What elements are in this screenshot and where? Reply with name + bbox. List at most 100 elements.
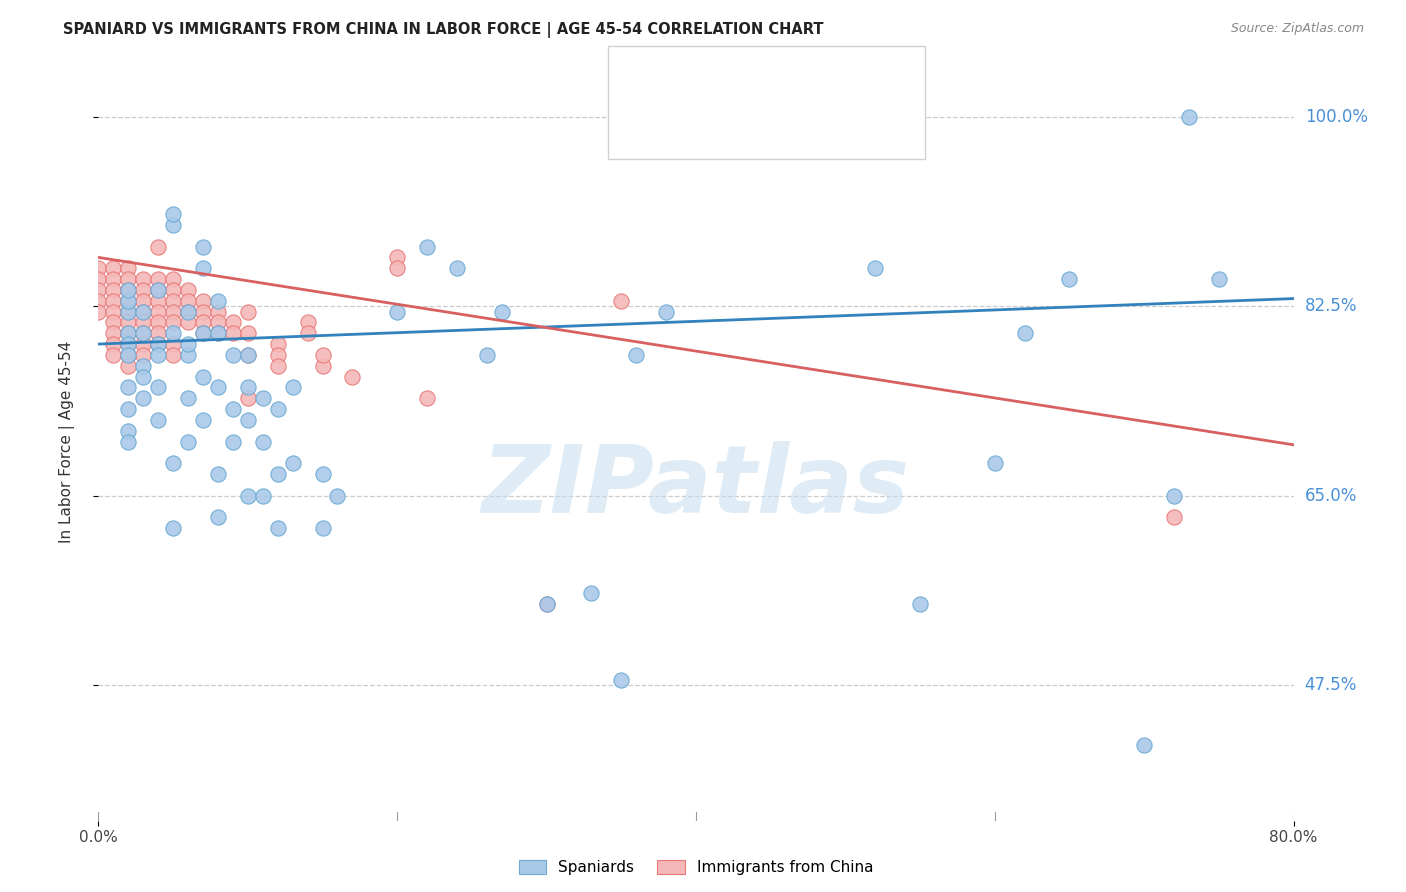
Point (191, 293, 214, 308)
Point (117, 402, 139, 417)
Point (132, 283, 155, 297)
Point (236, 304, 259, 318)
Point (984, 456, 1007, 470)
Point (177, 315, 200, 329)
Point (132, 326, 155, 341)
Text: 47.5%: 47.5% (1305, 676, 1357, 694)
Point (162, 272, 184, 286)
Point (103, 261, 125, 276)
Point (385, 251, 409, 265)
Point (222, 348, 245, 362)
Point (191, 413, 214, 427)
Point (1014, 326, 1036, 341)
Point (162, 456, 184, 470)
Point (207, 467, 229, 481)
Point (148, 293, 170, 308)
Point (1059, 272, 1081, 286)
Point (132, 348, 155, 362)
Point (267, 402, 290, 417)
Point (191, 326, 214, 341)
Point (177, 337, 200, 351)
Point (148, 283, 170, 297)
Point (385, 261, 409, 276)
Point (117, 359, 139, 373)
Point (236, 348, 259, 362)
Point (162, 293, 184, 308)
Point (655, 304, 678, 318)
Point (87, 304, 110, 318)
Point (177, 348, 200, 362)
Point (865, 261, 887, 276)
Point (207, 315, 229, 329)
Point (87, 293, 110, 308)
Point (103, 304, 125, 318)
Text: 65.0%: 65.0% (1305, 487, 1357, 505)
Point (236, 413, 259, 427)
Point (132, 391, 155, 405)
Point (103, 337, 125, 351)
Point (117, 304, 139, 318)
Point (103, 283, 125, 297)
Point (148, 380, 170, 394)
Text: 100.0%: 100.0% (1305, 108, 1368, 126)
Point (148, 326, 170, 341)
Point (236, 326, 259, 341)
Point (103, 348, 125, 362)
Point (117, 434, 139, 449)
Point (117, 337, 139, 351)
Point (162, 337, 184, 351)
Point (1163, 510, 1185, 524)
Point (177, 304, 200, 318)
Point (297, 315, 319, 329)
Point (117, 424, 139, 438)
FancyBboxPatch shape (617, 54, 659, 95)
Point (148, 239, 170, 253)
Point (132, 272, 155, 286)
Point (267, 359, 290, 373)
Point (536, 597, 558, 611)
Y-axis label: In Labor Force | Age 45-54: In Labor Force | Age 45-54 (59, 341, 75, 542)
Text: R = -0.587: R = -0.587 (672, 123, 763, 138)
Point (207, 326, 229, 341)
Point (162, 304, 184, 318)
Point (536, 597, 558, 611)
Point (117, 304, 139, 318)
Point (132, 337, 155, 351)
Point (222, 326, 245, 341)
Point (132, 369, 155, 384)
Point (117, 272, 139, 286)
Point (162, 283, 184, 297)
Text: 82.5%: 82.5% (1305, 297, 1357, 315)
Text: SPANIARD VS IMMIGRANTS FROM CHINA IN LABOR FORCE | AGE 45-54 CORRELATION CHART: SPANIARD VS IMMIGRANTS FROM CHINA IN LAB… (63, 22, 824, 38)
Point (132, 326, 155, 341)
Point (162, 521, 184, 535)
Point (117, 283, 139, 297)
Point (191, 304, 214, 318)
Point (311, 521, 333, 535)
Point (162, 218, 184, 232)
Point (416, 239, 439, 253)
Point (191, 261, 214, 276)
Point (103, 293, 125, 308)
Point (342, 369, 364, 384)
Point (87, 261, 110, 276)
Point (117, 293, 139, 308)
Point (87, 283, 110, 297)
Point (148, 413, 170, 427)
Point (87, 272, 110, 286)
Point (132, 359, 155, 373)
Text: N = 70: N = 70 (824, 67, 882, 82)
Point (236, 380, 259, 394)
Point (148, 304, 170, 318)
Point (311, 359, 333, 373)
Point (385, 304, 409, 318)
Point (908, 597, 931, 611)
Point (610, 293, 633, 308)
Point (416, 391, 439, 405)
Point (162, 348, 184, 362)
Point (1163, 489, 1185, 503)
Point (103, 315, 125, 329)
Point (177, 304, 200, 318)
Point (117, 283, 139, 297)
Point (311, 467, 333, 481)
